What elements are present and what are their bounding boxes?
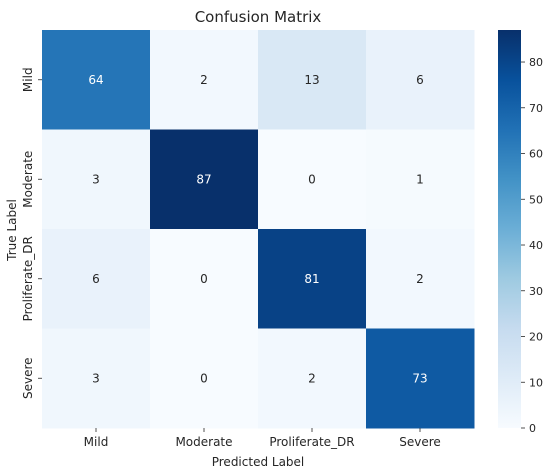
chart-title: Confusion Matrix (195, 8, 322, 26)
y-tick-label: Mild (21, 67, 35, 92)
colorbar-tick-label: 70 (529, 102, 543, 115)
heatmap-cell (150, 229, 259, 329)
cell-value-label: 0 (200, 371, 208, 385)
cell-value-label: 3 (92, 172, 100, 186)
cell-value-label: 0 (308, 172, 316, 186)
colorbar-tick-label: 80 (529, 56, 543, 69)
cell-value-label: 2 (308, 371, 316, 385)
heatmap-cell (366, 229, 475, 329)
heatmap-cell (366, 129, 475, 230)
heatmap-cell (258, 30, 367, 130)
y-tick-labels: Mild Moderate Proliferate_DR Severe (21, 67, 42, 399)
y-tick-label: Severe (21, 357, 35, 399)
heatmap-cell (42, 229, 151, 329)
cell-value-label: 87 (196, 172, 211, 186)
colorbar-gradient (498, 30, 521, 428)
x-tick-label: Proliferate_DR (269, 435, 354, 449)
colorbar: 0 10 20 30 40 50 60 70 80 (498, 30, 543, 435)
cell-value-label: 73 (412, 371, 427, 385)
x-tick-labels: Mild Moderate Proliferate_DR Severe (84, 428, 441, 449)
cell-value-label: 6 (92, 272, 100, 286)
cell-value-label: 81 (304, 272, 319, 286)
heatmap-cell (258, 229, 367, 329)
colorbar-tick-label: 0 (529, 422, 536, 435)
colorbar-tick-label: 30 (529, 285, 543, 298)
cell-value-label: 2 (416, 272, 424, 286)
heatmap-cell (42, 30, 151, 130)
cell-value-label: 3 (92, 371, 100, 385)
heatmap-cell (42, 129, 151, 230)
heatmap-cell (42, 328, 151, 429)
colorbar-tick-label: 20 (529, 331, 543, 344)
cell-value-label: 0 (200, 272, 208, 286)
x-tick-label: Moderate (175, 435, 232, 449)
x-tick-label: Mild (84, 435, 109, 449)
cell-value-label: 2 (200, 73, 208, 87)
colorbar-tick-label: 60 (529, 148, 543, 161)
heatmap-cells: 64 2 13 6 3 87 0 1 6 0 81 2 3 0 2 73 (42, 30, 475, 429)
y-tick-label: Proliferate_DR (21, 236, 35, 321)
heatmap-cell (150, 328, 259, 429)
heatmap-cell (150, 30, 259, 130)
cell-value-label: 6 (416, 73, 424, 87)
x-axis-label: Predicted Label (212, 455, 305, 469)
cell-value-label: 13 (304, 73, 319, 87)
colorbar-ticks: 0 10 20 30 40 50 60 70 80 (521, 56, 543, 435)
heatmap-cell (366, 30, 475, 130)
y-axis-label: True Label (5, 199, 19, 262)
colorbar-tick-label: 50 (529, 193, 543, 206)
heatmap-cell (150, 129, 259, 230)
heatmap-cell (366, 328, 475, 429)
cell-value-label: 64 (88, 73, 103, 87)
colorbar-tick-label: 40 (529, 239, 543, 252)
y-tick-label: Moderate (21, 151, 35, 208)
heatmap-cell (258, 328, 367, 429)
cell-value-label: 1 (416, 172, 424, 186)
heatmap-cell (258, 129, 367, 230)
x-tick-label: Severe (399, 435, 441, 449)
colorbar-tick-label: 10 (529, 376, 543, 389)
